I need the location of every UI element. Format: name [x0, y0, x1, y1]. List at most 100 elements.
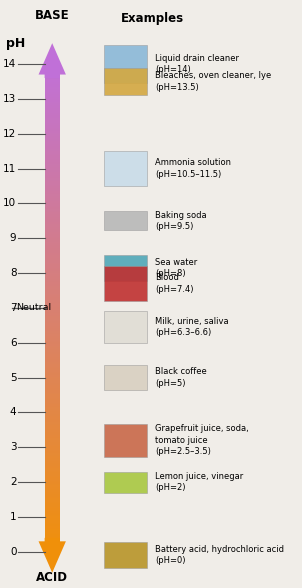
Bar	[45, 465, 60, 467]
Bar	[45, 95, 60, 97]
Bar	[45, 435, 60, 437]
Bar	[45, 355, 60, 357]
Bar	[45, 356, 60, 359]
Bar	[45, 360, 60, 362]
Bar	[45, 140, 60, 142]
Bar	[45, 420, 60, 422]
Bar	[45, 444, 60, 446]
Bar	[45, 212, 60, 214]
Bar	[45, 547, 60, 549]
Bar	[45, 273, 60, 276]
Bar	[45, 267, 60, 269]
Bar	[45, 272, 60, 274]
Bar	[45, 332, 60, 335]
Bar	[104, 542, 147, 569]
Bar	[45, 392, 60, 395]
Bar	[45, 114, 60, 116]
Bar	[45, 443, 60, 445]
Text: ACID: ACID	[36, 572, 68, 584]
Bar	[45, 507, 60, 510]
Bar	[45, 520, 60, 523]
Bar	[45, 184, 60, 186]
Bar	[45, 462, 60, 465]
Bar	[45, 182, 60, 185]
Bar	[45, 168, 60, 170]
Bar	[45, 93, 60, 95]
Bar	[45, 216, 60, 219]
Bar	[45, 119, 60, 121]
Bar	[45, 235, 60, 237]
Bar	[45, 506, 60, 508]
Text: Baking soda
(pH=9.5): Baking soda (pH=9.5)	[155, 211, 207, 231]
Bar	[45, 301, 60, 303]
Bar	[45, 326, 60, 328]
Bar	[45, 319, 60, 321]
Bar	[45, 485, 60, 487]
Text: Neutral: Neutral	[16, 303, 51, 312]
Bar	[45, 386, 60, 388]
Text: 4: 4	[10, 407, 16, 417]
Bar	[45, 118, 60, 120]
Bar	[104, 211, 147, 230]
Bar	[45, 226, 60, 229]
Text: pH: pH	[5, 36, 25, 50]
Bar	[45, 101, 60, 103]
Bar	[45, 155, 60, 157]
Bar	[45, 306, 60, 308]
Bar	[45, 399, 60, 401]
Bar	[45, 111, 60, 113]
Bar	[45, 403, 60, 406]
Bar	[45, 203, 60, 206]
Bar	[45, 145, 60, 148]
Bar	[45, 260, 60, 263]
Bar	[45, 207, 60, 209]
Bar	[45, 195, 60, 198]
Bar	[45, 86, 60, 89]
Bar	[45, 495, 60, 497]
Text: 13: 13	[3, 94, 16, 104]
Bar	[104, 68, 147, 95]
Bar	[45, 150, 60, 152]
Bar	[45, 514, 60, 516]
Bar	[45, 295, 60, 297]
Bar	[45, 412, 60, 414]
Bar	[45, 509, 60, 512]
Bar	[45, 256, 60, 258]
Text: Liquid drain cleaner
(pH=14): Liquid drain cleaner (pH=14)	[155, 54, 239, 74]
Bar	[45, 327, 60, 329]
Bar	[45, 257, 60, 259]
Bar	[45, 186, 60, 188]
Bar	[45, 322, 60, 325]
Bar	[45, 228, 60, 230]
Bar	[45, 99, 60, 102]
Bar	[45, 460, 60, 463]
Bar	[45, 314, 60, 316]
Bar	[45, 288, 60, 290]
Bar	[45, 527, 60, 529]
Bar	[45, 248, 60, 250]
Bar	[45, 407, 60, 409]
Bar	[45, 550, 60, 552]
Bar	[45, 129, 60, 131]
Bar	[45, 312, 60, 315]
Bar	[45, 496, 60, 499]
Bar	[45, 290, 60, 292]
Bar	[45, 422, 60, 424]
Bar	[45, 436, 60, 438]
Bar	[45, 191, 60, 193]
Bar	[45, 181, 60, 183]
Bar	[45, 350, 60, 352]
Bar	[45, 90, 60, 92]
Bar	[45, 348, 60, 350]
Bar	[45, 441, 60, 443]
Bar	[45, 418, 60, 420]
Bar	[45, 127, 60, 129]
Bar	[45, 530, 60, 533]
Bar	[45, 433, 60, 435]
Bar	[45, 413, 60, 416]
Text: Milk, urine, saliva
(pH=6.3–6.6): Milk, urine, saliva (pH=6.3–6.6)	[155, 317, 229, 338]
Bar	[104, 312, 147, 343]
Bar	[45, 309, 60, 312]
Bar	[45, 220, 60, 222]
Bar	[45, 358, 60, 360]
